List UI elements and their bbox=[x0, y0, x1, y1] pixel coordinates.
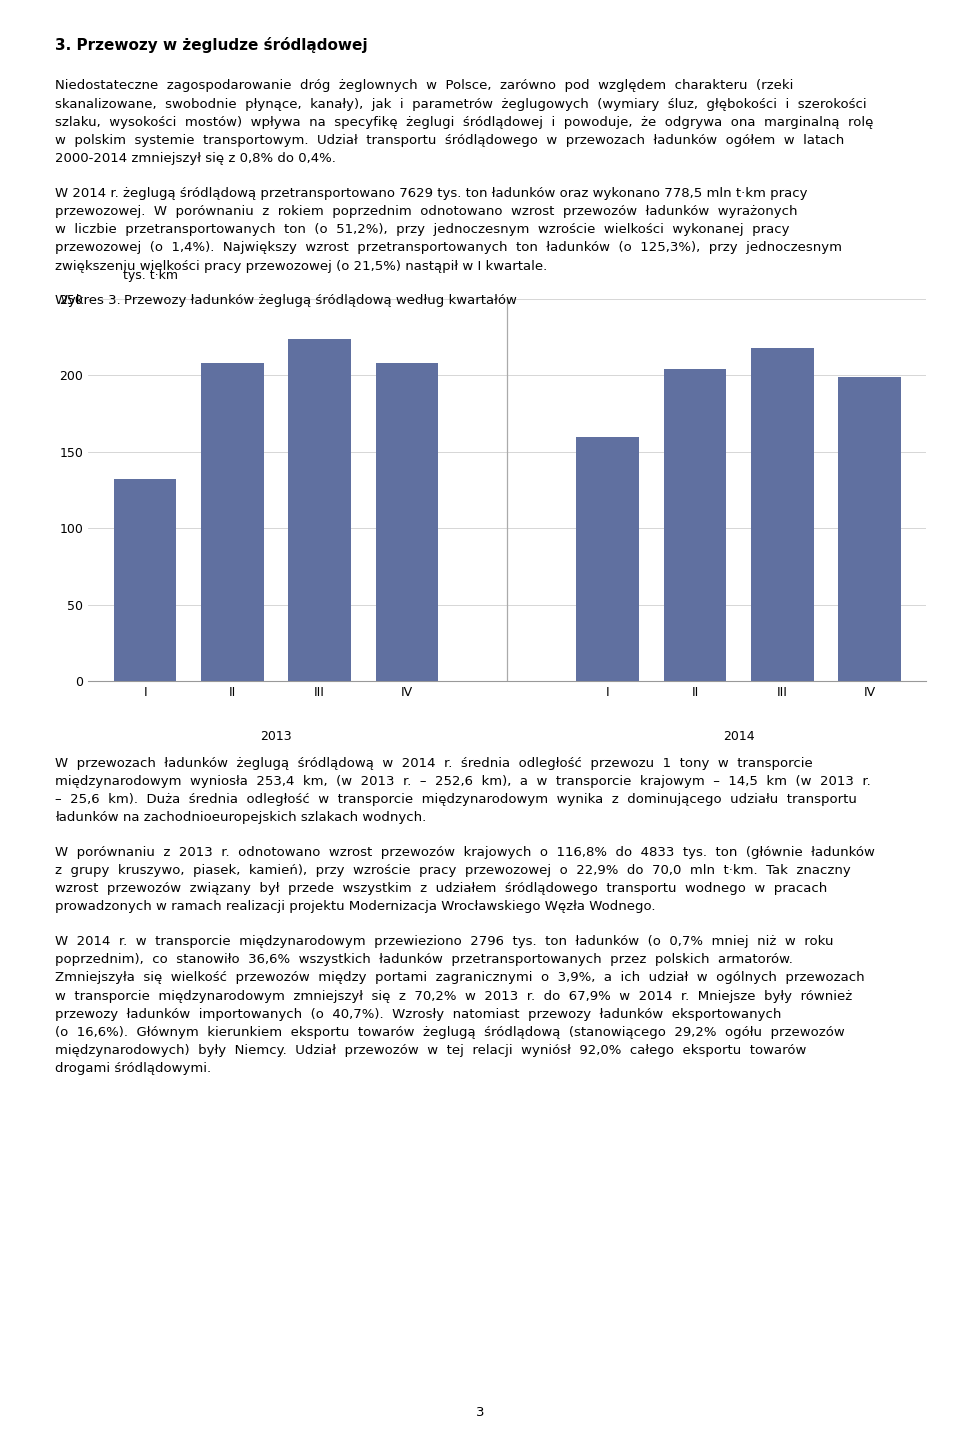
Text: 3: 3 bbox=[476, 1405, 484, 1419]
Text: –  25,6  km).  Duża  średnia  odległość  w  transporcie  międzynarodowym  wynika: – 25,6 km). Duża średnia odległość w tra… bbox=[55, 793, 856, 806]
Bar bbox=[113, 479, 177, 682]
Text: ładunków na zachodnioeuropejskich szlakach wodnych.: ładunków na zachodnioeuropejskich szlaka… bbox=[55, 812, 426, 825]
Text: Zmniejszyła  się  wielkość  przewozów  między  portami  zagranicznymi  o  3,9%, : Zmniejszyła się wielkość przewozów międz… bbox=[55, 972, 864, 985]
Text: 2000-2014 zmniejszył się z 0,8% do 0,4%.: 2000-2014 zmniejszył się z 0,8% do 0,4%. bbox=[55, 152, 336, 165]
Text: Wykres 3.: Wykres 3. bbox=[55, 295, 120, 308]
Text: wzrost  przewozów  związany  był  przede  wszystkim  z  udziałem  śródlądowego  : wzrost przewozów związany był przede wsz… bbox=[55, 882, 827, 895]
Text: prowadzonych w ramach realizacji projektu Modernizacja Wrocławskiego Węzła Wodne: prowadzonych w ramach realizacji projekt… bbox=[55, 901, 656, 914]
Text: przewozowej.  W  porównaniu  z  rokiem  poprzednim  odnotowano  wzrost  przewozó: przewozowej. W porównaniu z rokiem poprz… bbox=[55, 205, 797, 218]
Text: W 2014 r. żeglugą śródlądową przetransportowano 7629 tys. ton ładunków oraz wyko: W 2014 r. żeglugą śródlądową przetranspo… bbox=[55, 186, 807, 199]
Text: W  2014  r.  w  transporcie  międzynarodowym  przewieziono  2796  tys.  ton  ład: W 2014 r. w transporcie międzynarodowym … bbox=[55, 936, 833, 949]
Text: W  porównaniu  z  2013  r.  odnotowano  wzrost  przewozów  krajowych  o  116,8% : W porównaniu z 2013 r. odnotowano wzrost… bbox=[55, 846, 875, 859]
Bar bbox=[663, 370, 727, 682]
Text: skanalizowane,  swobodnie  płynące,  kanały),  jak  i  parametrów  żeglugowych  : skanalizowane, swobodnie płynące, kanały… bbox=[55, 98, 866, 111]
Text: w  polskim  systemie  transportowym.  Udział  transportu  śródlądowego  w  przew: w polskim systemie transportowym. Udział… bbox=[55, 134, 844, 147]
Bar bbox=[751, 348, 814, 682]
Bar bbox=[201, 362, 264, 682]
Text: szlaku,  wysokości  mostów)  wpływa  na  specyfikę  żeglugi  śródlądowej  i  pow: szlaku, wysokości mostów) wpływa na spec… bbox=[55, 116, 873, 129]
Text: Przewozy ładunków żeglugą śródlądową według kwartałów: Przewozy ładunków żeglugą śródlądową wed… bbox=[124, 295, 516, 308]
Bar bbox=[288, 339, 351, 682]
Text: 2014: 2014 bbox=[723, 731, 755, 744]
Text: 2013: 2013 bbox=[260, 731, 292, 744]
Text: drogami śródlądowymi.: drogami śródlądowymi. bbox=[55, 1063, 211, 1076]
Text: międzynarodowych)  były  Niemcy.  Udział  przewozów  w  tej  relacji  wyniósł  9: międzynarodowych) były Niemcy. Udział pr… bbox=[55, 1044, 806, 1057]
Bar bbox=[576, 436, 639, 682]
Text: z  grupy  kruszywo,  piasek,  kamień),  przy  wzroście  pracy  przewozowej  o  2: z grupy kruszywo, piasek, kamień), przy … bbox=[55, 864, 851, 877]
Text: w  liczbie  przetransportowanych  ton  (o  51,2%),  przy  jednoczesnym  wzroście: w liczbie przetransportowanych ton (o 51… bbox=[55, 224, 789, 237]
Text: w  transporcie  międzynarodowym  zmniejszył  się  z  70,2%  w  2013  r.  do  67,: w transporcie międzynarodowym zmniejszył… bbox=[55, 989, 852, 1002]
Text: Niedostateczne  zagospodarowanie  dróg  żeglownych  w  Polsce,  zarówno  pod  wz: Niedostateczne zagospodarowanie dróg żeg… bbox=[55, 79, 793, 92]
Text: przewozowej  (o  1,4%).  Największy  wzrost  przetransportowanych  ton  ładunków: przewozowej (o 1,4%). Największy wzrost … bbox=[55, 241, 842, 254]
Text: tys. t·km: tys. t·km bbox=[123, 269, 179, 282]
Text: 3. Przewozy w żegludze śródlądowej: 3. Przewozy w żegludze śródlądowej bbox=[55, 36, 368, 53]
Text: W  przewozach  ładunków  żeglugą  śródlądową  w  2014  r.  średnia  odległość  p: W przewozach ładunków żeglugą śródlądową… bbox=[55, 757, 812, 770]
Text: międzynarodowym  wyniosła  253,4  km,  (w  2013  r.  –  252,6  km),  a  w  trans: międzynarodowym wyniosła 253,4 km, (w 20… bbox=[55, 775, 871, 788]
Text: poprzednim),  co  stanowiło  36,6%  wszystkich  ładunków  przetransportowanych  : poprzednim), co stanowiło 36,6% wszystki… bbox=[55, 953, 793, 966]
Text: zwiększeniu wielkości pracy przewozowej (o 21,5%) nastąpił w I kwartale.: zwiększeniu wielkości pracy przewozowej … bbox=[55, 260, 547, 273]
Text: przewozy  ładunków  importowanych  (o  40,7%).  Wzrosły  natomiast  przewozy  ła: przewozy ładunków importowanych (o 40,7%… bbox=[55, 1008, 781, 1021]
Text: (o  16,6%).  Głównym  kierunkiem  eksportu  towarów  żeglugą  śródlądową  (stano: (o 16,6%). Głównym kierunkiem eksportu t… bbox=[55, 1027, 845, 1040]
Bar bbox=[375, 362, 439, 682]
Bar bbox=[838, 377, 901, 682]
